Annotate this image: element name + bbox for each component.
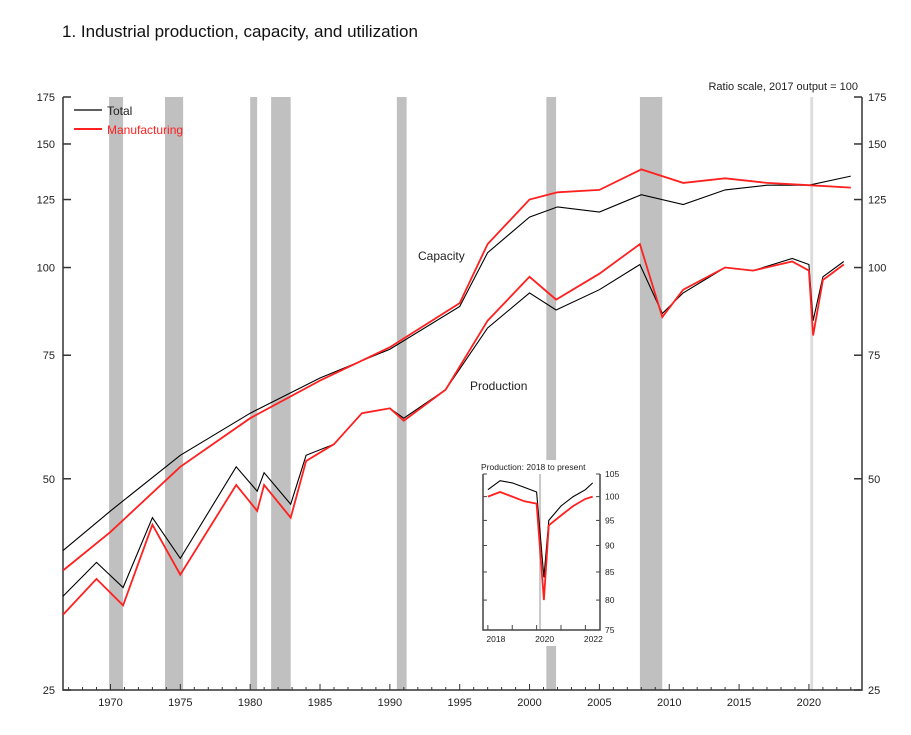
y-tick-label-right: 125 xyxy=(868,195,886,207)
y-tick-label-right: 150 xyxy=(868,139,886,151)
y-tick-label-left: 125 xyxy=(37,195,55,207)
y-tick-label-right: 75 xyxy=(868,350,880,362)
y-tick-label-left: 75 xyxy=(43,350,55,362)
legend-label: Manufacturing xyxy=(107,123,183,137)
inset-y-tick-label: 95 xyxy=(605,515,615,525)
inset-series-line xyxy=(487,491,593,601)
inset-y-tick-label: 85 xyxy=(605,567,615,577)
y-tick-label-left: 150 xyxy=(37,139,55,151)
inset-axis-frame xyxy=(482,474,601,631)
x-tick-label: 2000 xyxy=(517,697,541,709)
recession-bar xyxy=(109,97,124,690)
axis-frame xyxy=(62,97,863,691)
legend-label: Total xyxy=(107,104,132,118)
y-tick-label-right: 25 xyxy=(868,685,880,697)
x-tick-label: 1975 xyxy=(168,697,192,709)
y-tick-label-left: 175 xyxy=(37,92,55,104)
recession-bar xyxy=(639,97,663,690)
chart-title: 1. Industrial production, capacity, and … xyxy=(62,22,418,41)
y-tick-label-left: 25 xyxy=(43,685,55,697)
inset-y-tick-label: 100 xyxy=(605,492,619,502)
production-annotation: Production xyxy=(470,379,527,393)
y-tick-label-right: 100 xyxy=(868,263,886,275)
recession-bar xyxy=(164,97,184,690)
x-tick-label: 1985 xyxy=(308,697,332,709)
inset-x-tick-label: 2018 xyxy=(486,634,505,644)
x-tick-label: 1970 xyxy=(98,697,122,709)
x-tick-label: 1990 xyxy=(378,697,402,709)
recession-bar xyxy=(271,97,291,690)
x-tick-label: 2010 xyxy=(657,697,681,709)
recession-bar xyxy=(810,97,814,690)
scale-note: Ratio scale, 2017 output = 100 xyxy=(708,81,858,93)
series-line xyxy=(62,168,851,572)
capacity-annotation: Capacity xyxy=(418,249,465,263)
recession-bar xyxy=(546,97,557,690)
recession-bar xyxy=(396,97,407,690)
y-tick-label-right: 175 xyxy=(868,92,886,104)
inset-y-tick-label: 75 xyxy=(605,625,615,635)
inset-x-tick-label: 2020 xyxy=(535,634,554,644)
inset-title: Production: 2018 to present xyxy=(481,462,586,472)
series-line xyxy=(62,242,845,616)
y-tick-label-left: 50 xyxy=(43,474,55,486)
y-tick-label-left: 100 xyxy=(37,263,55,275)
x-tick-label: 2015 xyxy=(727,697,751,709)
inset-chart: Production: 2018 to present 75 80 85 90 95 100… xyxy=(479,460,629,646)
inset-y-tick-label: 80 xyxy=(605,595,615,605)
x-tick-label: 1995 xyxy=(447,697,471,709)
inset-background xyxy=(479,460,629,646)
x-tick-label: 1980 xyxy=(238,697,262,709)
x-tick-label: 2020 xyxy=(797,697,821,709)
inset-y-tick-label: 90 xyxy=(605,540,615,550)
inset-x-tick-label: 2022 xyxy=(584,634,603,644)
y-tick-label-right: 50 xyxy=(868,474,880,486)
inset-series-line xyxy=(487,480,594,578)
x-tick-label: 2005 xyxy=(587,697,611,709)
recession-bar xyxy=(250,97,258,690)
inset-y-tick-label: 105 xyxy=(605,469,619,479)
series-line xyxy=(62,175,851,552)
